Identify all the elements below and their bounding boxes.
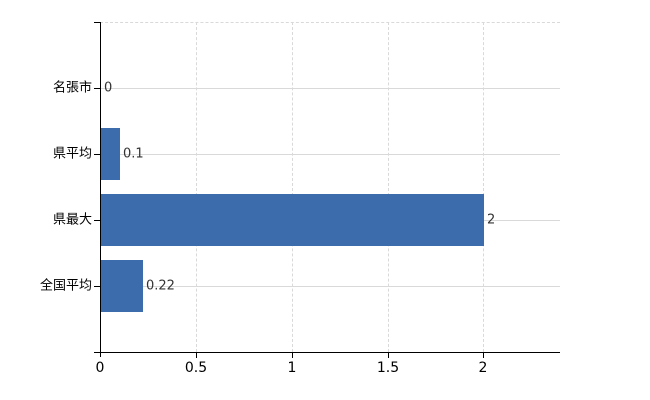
bar <box>101 260 143 312</box>
v-gridline <box>483 22 485 352</box>
y-axis-top-tick <box>94 22 101 23</box>
v-gridline <box>195 22 197 352</box>
bar-value-label: 0.22 <box>146 278 175 294</box>
y-axis-tick <box>94 154 100 155</box>
h-gridline <box>100 154 560 155</box>
h-gridline <box>100 88 560 89</box>
x-tick-label: 0 <box>95 360 105 376</box>
x-axis-tick <box>292 352 293 358</box>
x-axis <box>94 352 560 353</box>
x-tick-label: 1.5 <box>376 360 400 376</box>
v-gridline <box>291 22 293 352</box>
category-label: 名張市 <box>52 80 92 96</box>
category-label: 県平均 <box>52 146 92 162</box>
x-tick-label: 0.5 <box>184 360 208 376</box>
y-axis-tick <box>94 220 100 221</box>
x-axis-tick <box>483 352 484 358</box>
x-axis-tick <box>196 352 197 358</box>
x-tick-label: 1 <box>287 360 297 376</box>
v-gridline <box>387 22 389 352</box>
category-label: 全国平均 <box>39 278 92 294</box>
bar <box>101 128 120 180</box>
h-gridline <box>100 286 560 287</box>
plot-top-border <box>100 22 560 23</box>
y-axis-tick <box>94 286 100 287</box>
bar-value-label: 2 <box>487 212 496 228</box>
y-axis-tick <box>94 88 100 89</box>
bar-value-label: 0 <box>104 80 113 96</box>
y-axis <box>100 22 101 357</box>
x-axis-tick <box>388 352 389 358</box>
x-tick-label: 2 <box>478 360 488 376</box>
bar <box>101 194 484 246</box>
category-label: 県最大 <box>52 212 92 228</box>
bar-value-label: 0.1 <box>123 146 144 162</box>
